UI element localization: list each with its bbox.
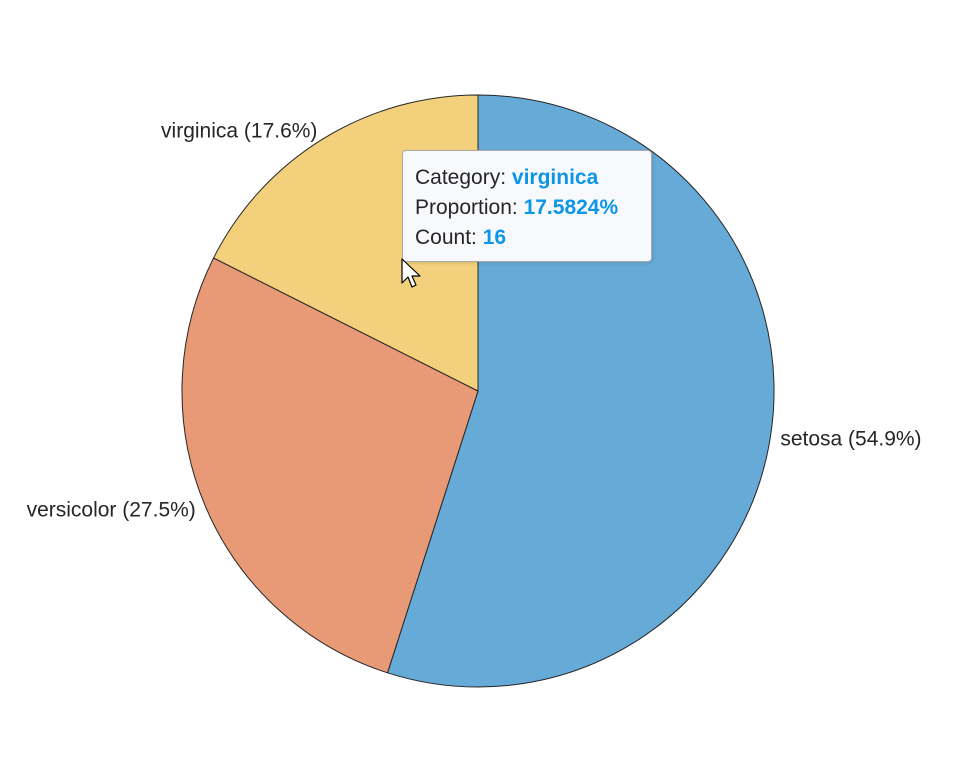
slice-label-virginica: virginica (17.6%)	[161, 120, 317, 143]
data-tip: Category: virginica Proportion: 17.5824%…	[402, 150, 652, 262]
datatip-category-label: Category:	[415, 166, 507, 189]
arrow-cursor-icon	[401, 258, 421, 288]
slice-label-versicolor: versicolor (27.5%)	[27, 498, 196, 521]
datatip-category-row: Category: virginica	[415, 163, 651, 193]
datatip-category-value: virginica	[511, 166, 599, 189]
datatip-proportion-row: Proportion: 17.5824%	[415, 193, 651, 223]
datatip-count-value: 16	[482, 226, 507, 249]
datatip-proportion-value: 17.5824%	[523, 196, 619, 219]
datatip-count-row: Count: 16	[415, 223, 651, 253]
datatip-count-label: Count:	[415, 226, 477, 249]
pie-labels: setosa (54.9%) versicolor (27.5%) virginic…	[27, 120, 922, 522]
slice-label-setosa: setosa (54.9%)	[780, 427, 921, 450]
pie-slice-versicolor[interactable]	[181, 257, 479, 674]
datatip-proportion-label: Proportion:	[415, 196, 518, 219]
